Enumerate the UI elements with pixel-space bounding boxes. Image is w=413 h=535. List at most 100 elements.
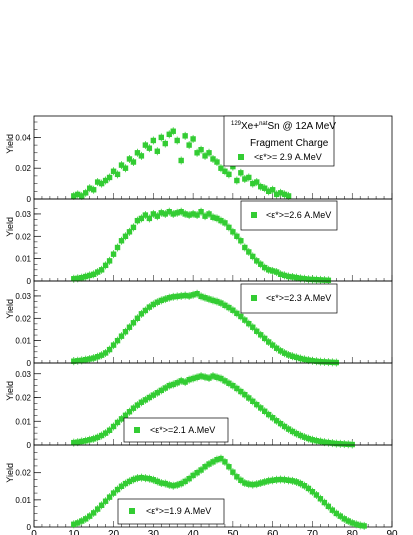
data-point [150, 301, 157, 308]
data-point [226, 464, 232, 470]
data-point [79, 438, 85, 445]
data-point [75, 439, 81, 445]
y-tick-label: 0 [27, 277, 32, 286]
data-point [214, 456, 220, 463]
data-point [301, 483, 308, 489]
y-tick-label: 0.03 [15, 292, 31, 301]
data-point [83, 273, 89, 280]
data-point [83, 190, 89, 196]
data-point [162, 385, 168, 391]
data-point [114, 419, 121, 426]
data-point [118, 483, 125, 489]
data-point [79, 274, 85, 281]
data-point [277, 420, 284, 427]
data-point [277, 348, 284, 354]
data-point [110, 490, 117, 496]
data-point [190, 292, 196, 298]
y-tick-label: 0.02 [15, 232, 31, 241]
data-point [198, 147, 204, 153]
data-point [242, 317, 248, 323]
data-point [246, 320, 252, 327]
data-point [262, 479, 268, 485]
data-point [202, 153, 208, 159]
data-point [90, 436, 97, 442]
data-point [83, 438, 89, 444]
data-point [170, 211, 176, 217]
data-point [182, 292, 188, 299]
reaction-target: Sn [267, 121, 279, 132]
data-point [150, 392, 157, 398]
y-tick-label: 0.01 [15, 255, 31, 264]
x-tick-label: 70 [307, 529, 319, 535]
data-point [321, 499, 328, 506]
data-point [281, 191, 288, 198]
data-point [126, 478, 133, 485]
reaction-target-sup: nat [259, 121, 268, 127]
data-point [186, 376, 192, 383]
data-point [130, 320, 137, 326]
data-point [321, 277, 328, 283]
data-point [114, 337, 121, 344]
data-point [146, 475, 153, 482]
x-tick-label: 90 [386, 529, 398, 535]
data-point [134, 402, 141, 408]
y-tick-label: 0.02 [15, 314, 31, 323]
data-point [166, 382, 172, 389]
x-tick-label: 20 [108, 529, 120, 535]
data-point [289, 478, 296, 484]
data-point [325, 277, 332, 284]
data-point [102, 498, 109, 504]
data-point [178, 209, 184, 215]
y-axis-label: Yield [5, 134, 15, 154]
data-point [265, 411, 272, 418]
legend-label: <ε*>= 2.9 A.MeV [254, 152, 322, 162]
x-tick-label: 10 [68, 529, 80, 535]
reaction-proj: Xe+ [241, 121, 259, 132]
data-point [289, 353, 296, 359]
data-point [246, 249, 252, 255]
data-point [186, 142, 192, 148]
data-point [170, 483, 176, 489]
data-point [158, 297, 164, 304]
data-point [357, 522, 363, 529]
data-point [222, 220, 228, 226]
legend-label: <ε*>=2.6 A.MeV [266, 210, 331, 220]
data-point [174, 210, 180, 216]
data-point [202, 464, 208, 470]
data-point [126, 156, 133, 162]
reaction-label: 129Xe+natSn @ 12A MeV [231, 121, 336, 132]
data-point [198, 293, 204, 300]
data-point [190, 472, 196, 479]
data-point [285, 477, 292, 484]
header-box: 129Xe+natSn @ 12A MeV Fragment Charge [231, 121, 336, 149]
data-point [134, 475, 141, 481]
data-point [102, 430, 109, 436]
data-point [210, 297, 216, 304]
data-point [210, 156, 216, 162]
data-point [198, 209, 204, 215]
data-point [90, 355, 97, 361]
data-point [102, 177, 109, 184]
data-point [309, 437, 316, 443]
data-point [134, 315, 141, 321]
data-point [186, 293, 192, 299]
data-point [122, 480, 129, 487]
data-point [337, 441, 343, 447]
data-point [170, 381, 176, 388]
data-point [166, 131, 172, 138]
y-tick-label: 0.03 [15, 370, 31, 379]
data-point [273, 418, 280, 424]
data-point [142, 142, 149, 148]
legend-box [240, 283, 338, 314]
y-tick-label: 0 [27, 195, 32, 204]
data-point [226, 380, 232, 386]
data-point [265, 188, 272, 194]
legend-box [123, 417, 229, 443]
data-point [214, 159, 220, 165]
data-point [230, 469, 236, 475]
data-point [166, 209, 172, 215]
data-point [254, 258, 260, 264]
data-point [297, 275, 304, 282]
data-point [218, 217, 224, 224]
